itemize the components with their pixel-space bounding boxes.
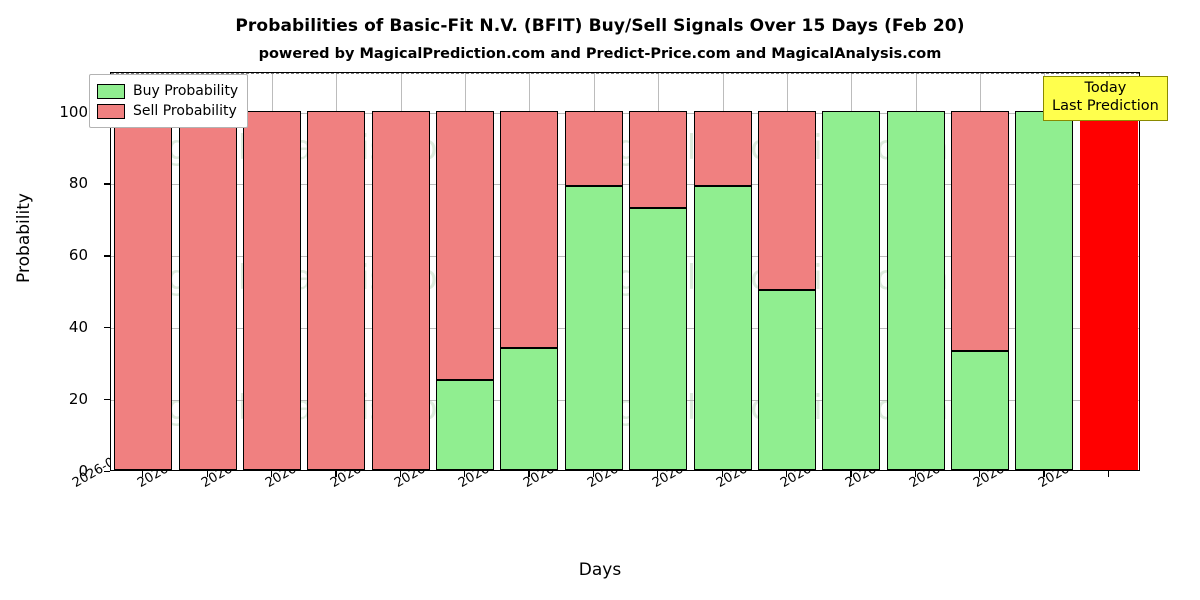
gridline (111, 400, 1139, 402)
x-tick-mark (528, 471, 530, 477)
today-annotation-line2: Last Prediction (1052, 97, 1159, 114)
bar-2026-02-06[interactable] (500, 73, 559, 470)
legend-item-buy: Buy Probability (97, 81, 238, 101)
x-tick-mark (914, 471, 916, 477)
bar-segment-buy (951, 351, 1010, 470)
legend-swatch-sell (97, 103, 125, 119)
x-tick-mark (721, 471, 723, 477)
bar-segment-buy (500, 347, 559, 470)
bar-2026-02-13[interactable] (822, 73, 881, 470)
bar-segment-sell (307, 110, 366, 470)
gridline (111, 112, 1139, 114)
y-tick-label: 100 (59, 102, 88, 121)
bar-segment-buy (822, 110, 881, 470)
y-tick-mark (104, 183, 110, 185)
y-tick-mark (104, 399, 110, 401)
bar-segment-sell (951, 110, 1010, 352)
x-tick-mark (1107, 471, 1109, 477)
page-title: Probabilities of Basic-Fit N.V. (BFIT) B… (235, 16, 965, 36)
plot-area: MagicalAnalysis.comMagicalPrediction.com… (110, 72, 1140, 471)
legend: Buy Probability Sell Probability (89, 74, 249, 128)
x-tick-mark (335, 471, 337, 477)
bar-segment-sell (629, 110, 688, 208)
x-tick-mark (270, 471, 273, 477)
x-tick-mark (850, 471, 852, 477)
bar-2026-01-29[interactable] (114, 73, 173, 470)
bar-segment-buy (693, 186, 752, 470)
legend-label-sell: Sell Probability (133, 103, 237, 119)
x-tick-mark (979, 471, 981, 477)
gridline (111, 256, 1139, 258)
y-tick-mark (104, 471, 110, 473)
bar-segment-sell (500, 110, 559, 348)
x-tick-mark (142, 471, 144, 477)
reference-line-dashed (111, 73, 1139, 74)
bar-segment-sell (693, 110, 752, 187)
bar-2026-02-18[interactable] (1015, 73, 1074, 470)
bar-2026-02-02[interactable] (242, 73, 301, 470)
bar-2026-02-11[interactable] (693, 73, 752, 470)
bar-2026-02-12[interactable] (757, 73, 816, 470)
y-tick-mark (104, 255, 110, 257)
bar-2026-02-09[interactable] (564, 73, 623, 470)
bar-2026-02-16[interactable] (886, 73, 945, 470)
gridline (111, 184, 1139, 186)
bar-segment-buy (629, 207, 688, 470)
today-annotation-line1: Today (1084, 80, 1127, 96)
x-tick-mark (1043, 471, 1045, 477)
legend-swatch-buy (97, 83, 125, 99)
bar-segment-sell (436, 110, 495, 381)
y-tick-mark (104, 327, 110, 329)
x-tick-mark (206, 471, 208, 477)
y-axis-label: Probability (14, 193, 34, 283)
bar-2026-02-17[interactable] (951, 73, 1010, 470)
bar-segment-buy (436, 380, 495, 470)
bar-segment-today (1079, 110, 1138, 470)
bar-2026-02-19[interactable] (1079, 73, 1138, 470)
bar-segment-sell (114, 110, 173, 470)
y-tick-label: 80 (68, 174, 88, 193)
bar-2026-02-04[interactable] (371, 73, 430, 470)
bar-2026-02-05[interactable] (436, 73, 495, 470)
gridline (111, 328, 1139, 330)
legend-item-sell: Sell Probability (97, 101, 238, 121)
bar-segment-sell (178, 110, 237, 470)
bar-segment-sell (757, 110, 816, 291)
y-tick-label: 0 (78, 462, 88, 480)
y-tick-label: 60 (68, 246, 88, 265)
bar-segment-sell (371, 110, 430, 470)
today-annotation: Today Last Prediction (1043, 76, 1168, 122)
x-tick-mark (657, 471, 659, 477)
bar-2026-02-10[interactable] (629, 73, 688, 470)
chart-subtitle: powered by MagicalPrediction.com and Pre… (258, 46, 942, 62)
bar-2026-01-30[interactable] (178, 73, 237, 470)
bar-segment-buy (1015, 110, 1074, 470)
x-axis-label: Days (578, 560, 622, 580)
x-tick-mark (399, 471, 401, 477)
bar-segment-buy (564, 186, 623, 470)
bar-segment-sell (242, 110, 301, 470)
legend-label-buy: Buy Probability (133, 83, 239, 99)
bar-2026-02-03[interactable] (307, 73, 366, 470)
y-tick-label: 20 (68, 390, 88, 409)
x-tick-mark (592, 471, 594, 477)
bar-segment-sell (564, 110, 623, 187)
bar-segment-buy (757, 290, 816, 470)
x-tick-mark (785, 471, 788, 477)
y-tick-label: 40 (68, 318, 88, 337)
x-tick-mark (464, 471, 466, 477)
bar-segment-buy (886, 110, 945, 470)
